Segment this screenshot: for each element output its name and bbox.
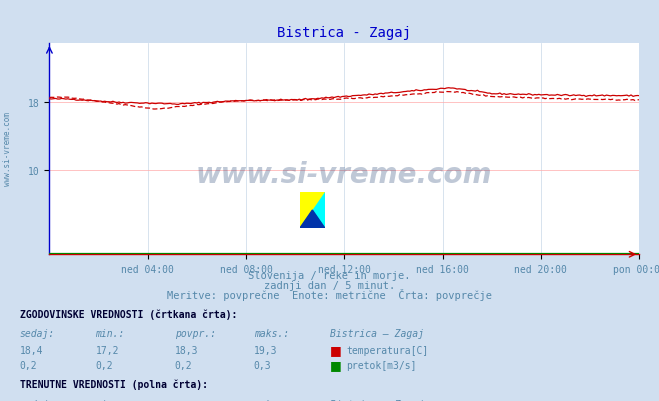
Text: 18,4: 18,4 xyxy=(20,345,43,355)
Text: sedaj:: sedaj: xyxy=(20,399,55,401)
Text: www.si-vreme.com: www.si-vreme.com xyxy=(3,111,13,185)
Text: sedaj:: sedaj: xyxy=(20,328,55,338)
Text: povpr.:: povpr.: xyxy=(175,399,215,401)
Text: Bistrica – Zagaj: Bistrica – Zagaj xyxy=(330,328,424,338)
Text: 18,3: 18,3 xyxy=(175,345,198,355)
Text: zadnji dan / 5 minut.: zadnji dan / 5 minut. xyxy=(264,281,395,291)
Text: maks.:: maks.: xyxy=(254,328,289,338)
Text: ■: ■ xyxy=(330,343,341,356)
Text: 17,2: 17,2 xyxy=(96,345,119,355)
Text: Bistrica – Zagaj: Bistrica – Zagaj xyxy=(330,399,424,401)
Text: ZGODOVINSKE VREDNOSTI (črtkana črta):: ZGODOVINSKE VREDNOSTI (črtkana črta): xyxy=(20,308,237,319)
Text: min.:: min.: xyxy=(96,399,125,401)
Text: 19,3: 19,3 xyxy=(254,345,277,355)
Text: TRENUTNE VREDNOSTI (polna črta):: TRENUTNE VREDNOSTI (polna črta): xyxy=(20,379,208,389)
Text: 0,2: 0,2 xyxy=(96,360,113,370)
Text: 0,3: 0,3 xyxy=(254,360,272,370)
Text: 0,2: 0,2 xyxy=(20,360,38,370)
Text: povpr.:: povpr.: xyxy=(175,328,215,338)
Text: ■: ■ xyxy=(330,358,341,371)
Title: Bistrica - Zagaj: Bistrica - Zagaj xyxy=(277,26,411,40)
Text: www.si-vreme.com: www.si-vreme.com xyxy=(196,161,492,188)
Text: temperatura[C]: temperatura[C] xyxy=(346,345,428,355)
Polygon shape xyxy=(300,192,325,229)
Polygon shape xyxy=(300,192,325,229)
Text: 0,2: 0,2 xyxy=(175,360,192,370)
Text: maks.:: maks.: xyxy=(254,399,289,401)
Text: min.:: min.: xyxy=(96,328,125,338)
Text: Slovenija / reke in morje.: Slovenija / reke in morje. xyxy=(248,271,411,281)
Polygon shape xyxy=(300,211,325,229)
Text: pretok[m3/s]: pretok[m3/s] xyxy=(346,360,416,370)
Text: Meritve: povprečne  Enote: metrične  Črta: povprečje: Meritve: povprečne Enote: metrične Črta:… xyxy=(167,289,492,301)
